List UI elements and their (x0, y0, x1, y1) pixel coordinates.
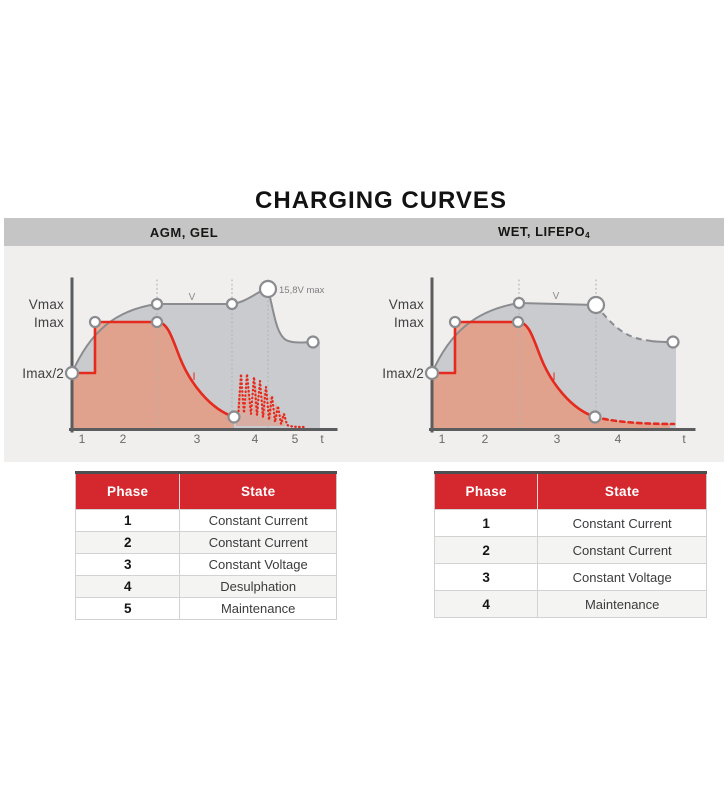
phase-state-table-agm-gel: Phase State 1 Constant Current 2 Constant C… (74, 471, 337, 620)
curve-marker-dot (586, 295, 606, 315)
table-row: 1 Constant Current (74, 509, 337, 532)
x-tick-label: 4 (615, 432, 622, 446)
phase-column-header: Phase (75, 472, 181, 510)
table-body: 1 Constant Current 2 Constant Current 3 Const… (74, 509, 337, 620)
phase-state-table-wet-lifepo4: Phase State 1 Constant Current 2 Constant C… (433, 471, 707, 618)
series-labels: VI (189, 292, 196, 383)
row-state-cell: Constant Current (179, 531, 337, 554)
y-axis-label: Vmax (389, 297, 424, 312)
battery-type-bar: AGM, GEL WET, LIFEPO4 (4, 218, 724, 246)
table-row: 3 Constant Voltage (433, 563, 707, 591)
y-axis-label: Vmax (29, 297, 64, 312)
peak-voltage-annotation: 15,8V max (279, 285, 325, 296)
phase-column-header: Phase (434, 472, 539, 510)
y-labels: Vmax Imax Imax/2 (22, 297, 64, 381)
curve-marker-dot (511, 315, 525, 329)
series-label: I (552, 371, 555, 383)
annotations: 15,8V max (279, 285, 325, 296)
row-phase-cell: 5 (74, 597, 181, 620)
x-tick-label: 5 (292, 432, 299, 446)
desulphation-pulses (236, 372, 306, 429)
row-state-cell: Maintenance (537, 590, 707, 618)
curve-marker-dot (666, 335, 680, 349)
curve-marker-dot (88, 315, 102, 329)
x-tick-label: 1 (79, 432, 86, 446)
x-tick-label: 2 (120, 432, 127, 446)
row-phase-cell: 1 (433, 509, 539, 537)
row-phase-cell: 4 (74, 575, 181, 598)
curve-marker-dot (258, 279, 278, 299)
row-state-cell: Constant Voltage (179, 553, 337, 576)
table-row: 4 Desulphation (74, 575, 337, 598)
series-label: V (553, 291, 560, 302)
row-phase-cell: 3 (433, 563, 539, 591)
x-tick-label: 3 (554, 432, 561, 446)
x-tick-label: 4 (252, 432, 259, 446)
table-row: 1 Constant Current (433, 509, 707, 537)
current-curve-dashed (593, 415, 676, 426)
y-axis-label: Imax/2 (22, 366, 64, 381)
table-row: 5 Maintenance (74, 597, 337, 620)
row-state-cell: Constant Voltage (537, 563, 707, 591)
row-phase-cell: 1 (74, 509, 181, 532)
x-tick-label: t (682, 432, 686, 446)
current-area-fill (72, 322, 234, 428)
curve-marker-dot (306, 335, 320, 349)
table-row: 3 Constant Voltage (74, 553, 337, 576)
table-header-row: Phase State (434, 472, 707, 510)
row-state-cell: Constant Current (179, 509, 337, 532)
y-labels: Vmax Imax Imax/2 (382, 297, 424, 381)
curve-marker-dot (150, 315, 164, 329)
curve-marker-dot (512, 296, 526, 310)
state-column-header: State (537, 472, 707, 510)
row-state-cell: Maintenance (179, 597, 337, 620)
markers (64, 279, 320, 424)
markers (424, 295, 680, 424)
y-axis-label: Imax (394, 315, 424, 330)
table-row: 2 Constant Current (433, 536, 707, 564)
y-axis-label: Imax (34, 315, 64, 330)
curve-marker-dot (424, 365, 440, 381)
row-state-cell: Desulphation (179, 575, 337, 598)
row-phase-cell: 4 (433, 590, 539, 618)
series-label: V (189, 292, 196, 303)
x-ticks: 1 2 3 4 t (439, 432, 687, 446)
curve-marker-dot (64, 365, 80, 381)
curve-marker-dot (448, 315, 462, 329)
battery-type-label-agm-gel: AGM, GEL (149, 224, 219, 240)
curve-marker-dot (588, 410, 602, 424)
curve-marker-dot (225, 297, 239, 311)
row-phase-cell: 2 (74, 531, 181, 554)
series-label: I (192, 371, 195, 383)
y-axis-label: Imax/2 (382, 366, 424, 381)
x-tick-label: 1 (439, 432, 446, 446)
row-state-cell: Constant Current (537, 536, 707, 564)
state-column-header: State (179, 472, 337, 510)
table-row: 4 Maintenance (433, 590, 707, 618)
x-ticks: 1 2 3 4 5 t (79, 432, 325, 446)
voltage-curve-dashed (595, 304, 652, 342)
current-area-fill (432, 322, 670, 428)
table-header-row: Phase State (75, 472, 337, 510)
lifepo4-subscript: 4 (585, 231, 591, 240)
curve-marker-dot (227, 410, 241, 424)
x-tick-label: 2 (482, 432, 489, 446)
x-tick-label: t (320, 432, 324, 446)
row-state-cell: Constant Current (537, 509, 707, 537)
table-row: 2 Constant Current (74, 531, 337, 554)
row-phase-cell: 3 (74, 553, 181, 576)
curve-marker-dot (150, 297, 164, 311)
row-phase-cell: 2 (433, 536, 539, 564)
table-body: 1 Constant Current 2 Constant Current 3 Const… (433, 509, 707, 618)
battery-type-label-wet-lifepo4: WET, LIFEPO4 (497, 224, 591, 240)
page-title: CHARGING CURVES (255, 187, 507, 214)
series-labels: VI (552, 291, 559, 383)
x-tick-label: 3 (194, 432, 201, 446)
